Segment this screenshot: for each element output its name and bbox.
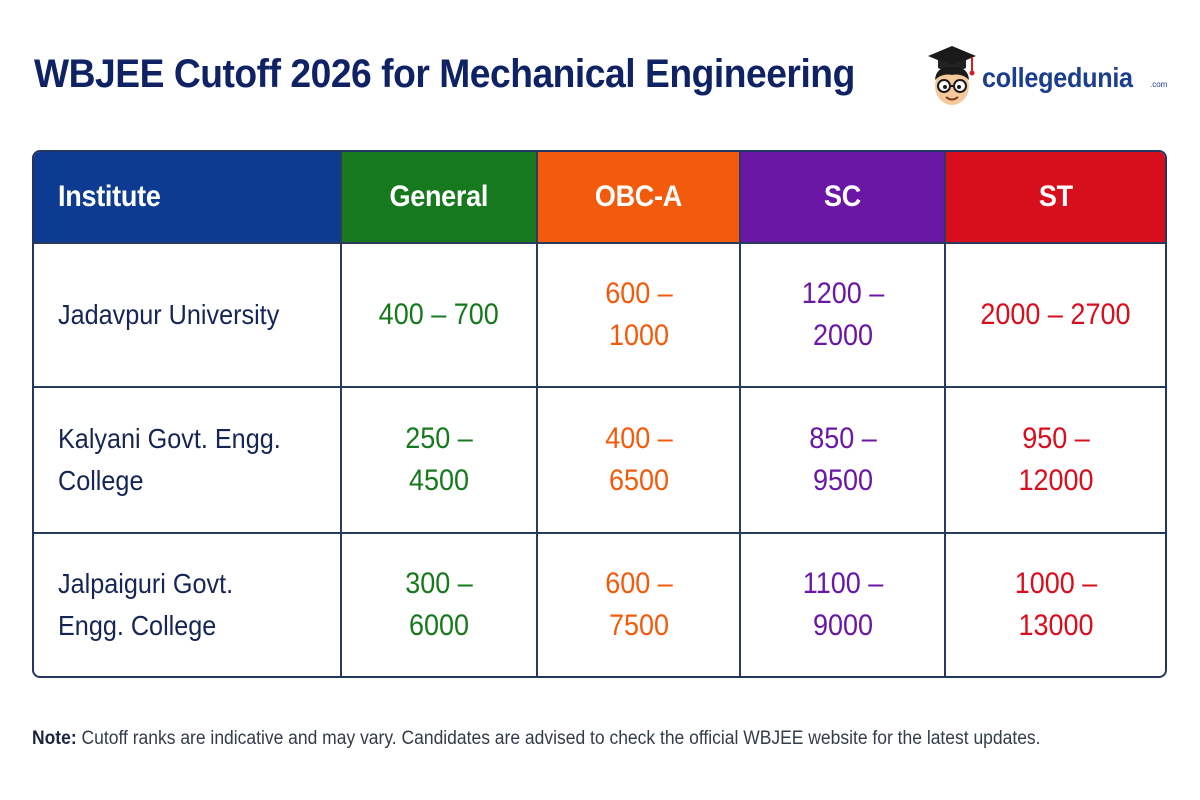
header-institute: Institute	[34, 152, 342, 244]
brand-tld: .com	[1150, 80, 1168, 89]
header-sc: SC	[741, 152, 946, 244]
row-institute: Jadavpur University	[34, 244, 342, 388]
cutoff-general: 250 – 4500	[342, 388, 538, 534]
header-general: General	[342, 152, 538, 244]
footnote-text: Cutoff ranks are indicative and may vary…	[81, 728, 1041, 749]
footnote-label: Note:	[32, 728, 77, 749]
page-title: WBJEE Cutoff 2026 for Mechanical Enginee…	[34, 52, 855, 96]
cutoff-sc: 1100 – 9000	[741, 534, 946, 676]
cutoff-st: 950 – 12000	[946, 388, 1165, 534]
cutoff-sc: 1200 – 2000	[741, 244, 946, 388]
footnote: Note: Cutoff ranks are indicative and ma…	[32, 728, 1041, 750]
cutoff-sc: 850 – 9500	[741, 388, 946, 534]
cutoff-st: 1000 – 13000	[1014, 567, 1097, 642]
brand-name: collegedunia	[982, 62, 1133, 93]
row-institute: Jalpaiguri Govt. Engg. College	[34, 534, 342, 676]
cutoff-st: 2000 – 2700	[946, 244, 1165, 388]
cutoff-obc-a: 600 – 1000	[538, 244, 741, 388]
cutoff-general: 400 – 700	[342, 244, 538, 388]
cutoff-obc-a: 400 – 6500	[538, 388, 741, 534]
cutoff-table: Institute General OBC-A SC ST Jadavpur U…	[32, 150, 1167, 678]
row-institute: Kalyani Govt. Engg. College	[34, 388, 342, 534]
cutoff-obc-a: 600 – 7500	[538, 534, 741, 676]
cutoff-general: 300 – 6000	[342, 534, 538, 676]
brand-logo: collegedunia .com	[922, 42, 1172, 112]
header-st: ST	[946, 152, 1165, 244]
header-obc-a: OBC-A	[538, 152, 741, 244]
mascot-graduate-icon	[928, 46, 976, 105]
